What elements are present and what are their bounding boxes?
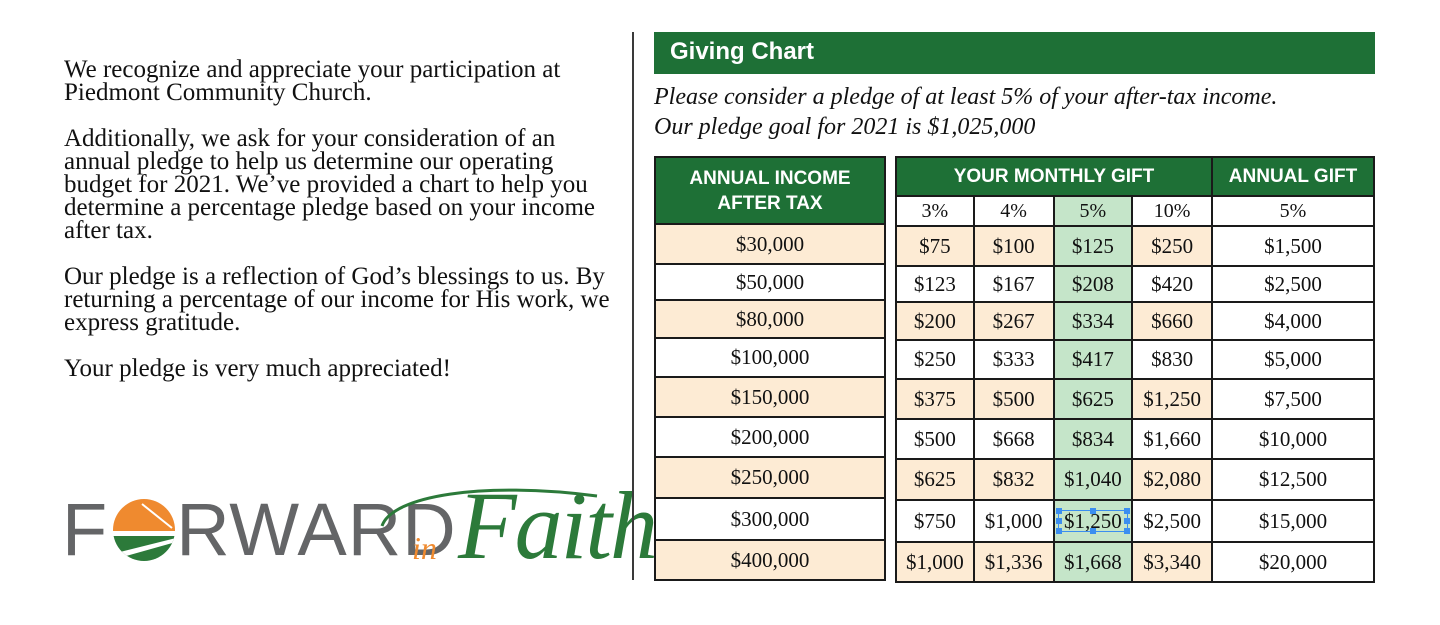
- gift-cell: $167: [972, 265, 1055, 303]
- gift-cell: $100: [972, 225, 1055, 267]
- subtitle-line-2: Our pledge goal for 2021 is $1,025,000: [654, 114, 1036, 140]
- gift-cell: $1,668: [1052, 541, 1134, 583]
- chart-title-bar: Giving Chart: [654, 32, 1375, 74]
- table-row: $500 $668 $834 $1,660 $10,000: [895, 418, 1376, 460]
- monthly-gift-header: YOUR MONTHLY GIFT: [895, 156, 1213, 197]
- table-row: $750 $1,000 $1,250 $2,500 $15,000: [895, 499, 1376, 543]
- income-table: ANNUAL INCOME AFTER TAX $30,000 $50,000 …: [654, 156, 886, 581]
- resize-handle[interactable]: [1055, 528, 1062, 534]
- gift-table: YOUR MONTHLY GIFT ANNUAL GIFT 3% 4% 5% 1…: [895, 156, 1376, 583]
- logo-swoosh-icon: [380, 488, 598, 527]
- sunrise-circle-icon: [113, 499, 175, 561]
- income-header: ANNUAL INCOME AFTER TAX: [654, 156, 886, 225]
- resize-handle[interactable]: [1055, 508, 1062, 514]
- gift-cell: $420: [1131, 265, 1213, 303]
- income-cell: $300,000: [654, 497, 886, 541]
- logo-faith-word: Faith: [458, 472, 658, 579]
- logo-in-word: in: [412, 530, 437, 566]
- gift-cell: $1,040: [1052, 458, 1134, 501]
- table-row: $123 $167 $208 $420 $2,500: [895, 265, 1376, 303]
- gift-cell: $75: [895, 225, 975, 267]
- income-cell: $150,000: [654, 376, 886, 418]
- table-row: $625 $832 $1,040 $2,080 $12,500: [895, 458, 1376, 501]
- annual-gift-header: ANNUAL GIFT: [1210, 156, 1376, 197]
- pct-3-header: 3%: [895, 195, 975, 227]
- gift-cell: $625: [1052, 378, 1134, 420]
- annual-cell: $7,500: [1210, 378, 1376, 420]
- annual-cell: $10,000: [1210, 418, 1376, 460]
- annual-cell: $4,000: [1210, 301, 1376, 341]
- gift-cell: $830: [1131, 339, 1213, 380]
- subtitle-line-1: Please consider a pledge of at least 5% …: [654, 84, 1278, 110]
- table-row: $200 $267 $334 $660 $4,000: [895, 301, 1376, 341]
- annual-cell: $15,000: [1210, 499, 1376, 543]
- gift-cell: $123: [895, 265, 975, 303]
- pct-10-header: 10%: [1131, 195, 1213, 227]
- income-cell: $50,000: [654, 263, 886, 301]
- gift-cell: $3,340: [1131, 541, 1213, 583]
- annual-pct-header: 5%: [1210, 195, 1376, 227]
- gift-cell: $834: [1052, 418, 1134, 460]
- gift-cell: $625: [895, 458, 975, 501]
- chart-title: Giving Chart: [670, 38, 815, 65]
- gift-cell: $2,080: [1131, 458, 1213, 501]
- selected-cell-value: $1,250: [1064, 508, 1122, 533]
- income-cell: $80,000: [654, 299, 886, 339]
- gift-cell: $208: [1052, 265, 1134, 303]
- income-cell: $400,000: [654, 539, 886, 581]
- gift-cell: $500: [895, 418, 975, 460]
- resize-handle[interactable]: [1124, 528, 1131, 534]
- table-row: $375 $500 $625 $1,250 $7,500: [895, 378, 1376, 420]
- chart-subtitle: Please consider a pledge of at least 5% …: [654, 82, 1277, 142]
- resize-handle[interactable]: [1124, 508, 1131, 514]
- income-cell: $200,000: [654, 416, 886, 458]
- gift-cell: $333: [972, 339, 1055, 380]
- table-row: $1,000 $1,336 $1,668 $3,340 $20,000: [895, 541, 1376, 583]
- gift-cell: $1,250: [1131, 378, 1213, 420]
- income-cell: $30,000: [654, 223, 886, 265]
- annual-cell: $2,500: [1210, 265, 1376, 303]
- logo-letter-f: F: [62, 488, 109, 571]
- gift-cell: $1,000: [895, 541, 975, 583]
- gift-cell: $250: [895, 339, 975, 380]
- gift-cell: $750: [895, 499, 975, 543]
- gift-cell: $334: [1052, 301, 1134, 341]
- annual-cell: $1,500: [1210, 225, 1376, 267]
- pct-4-header: 4%: [972, 195, 1055, 227]
- annual-cell: $5,000: [1210, 339, 1376, 380]
- vertical-divider: [632, 32, 634, 580]
- gift-cell: $668: [972, 418, 1055, 460]
- gift-cell: $200: [895, 301, 975, 341]
- gift-cell: $1,000: [972, 499, 1055, 543]
- intro-paragraph-1: We recognize and appreciate your partici…: [64, 56, 561, 106]
- resize-handle[interactable]: [1124, 518, 1131, 524]
- gift-cell: $832: [972, 458, 1055, 501]
- gift-cell: $417: [1052, 339, 1134, 380]
- forward-in-faith-logo: F RWARD in Faith: [62, 472, 658, 586]
- gift-cell: $1,660: [1131, 418, 1213, 460]
- gift-cell: $660: [1131, 301, 1213, 341]
- intro-text: We recognize and appreciate your partici…: [64, 56, 624, 403]
- gift-cell: $500: [972, 378, 1055, 420]
- intro-paragraph-4: Your pledge is very much appreciated!: [64, 355, 451, 382]
- gift-cell: $1,336: [972, 541, 1055, 583]
- gift-cell: $125: [1052, 225, 1134, 267]
- annual-cell: $20,000: [1210, 541, 1376, 583]
- gift-cell: $375: [895, 378, 975, 420]
- resize-handle[interactable]: [1055, 518, 1062, 524]
- table-row: $250 $333 $417 $830 $5,000: [895, 339, 1376, 380]
- pct-5-header: 5%: [1052, 195, 1134, 227]
- selected-gift-cell[interactable]: $1,250: [1052, 499, 1134, 543]
- gift-cell: $250: [1131, 225, 1213, 267]
- table-row: $75 $100 $125 $250 $1,500: [895, 225, 1376, 267]
- intro-paragraph-2: Additionally, we ask for your considerat…: [64, 125, 596, 244]
- gift-cell: $267: [972, 301, 1055, 341]
- income-cell: $100,000: [654, 337, 886, 378]
- intro-paragraph-3: Our pledge is a reflection of God’s bles…: [64, 263, 610, 336]
- income-cell: $250,000: [654, 456, 886, 499]
- annual-cell: $12,500: [1210, 458, 1376, 501]
- gift-cell: $2,500: [1131, 499, 1213, 543]
